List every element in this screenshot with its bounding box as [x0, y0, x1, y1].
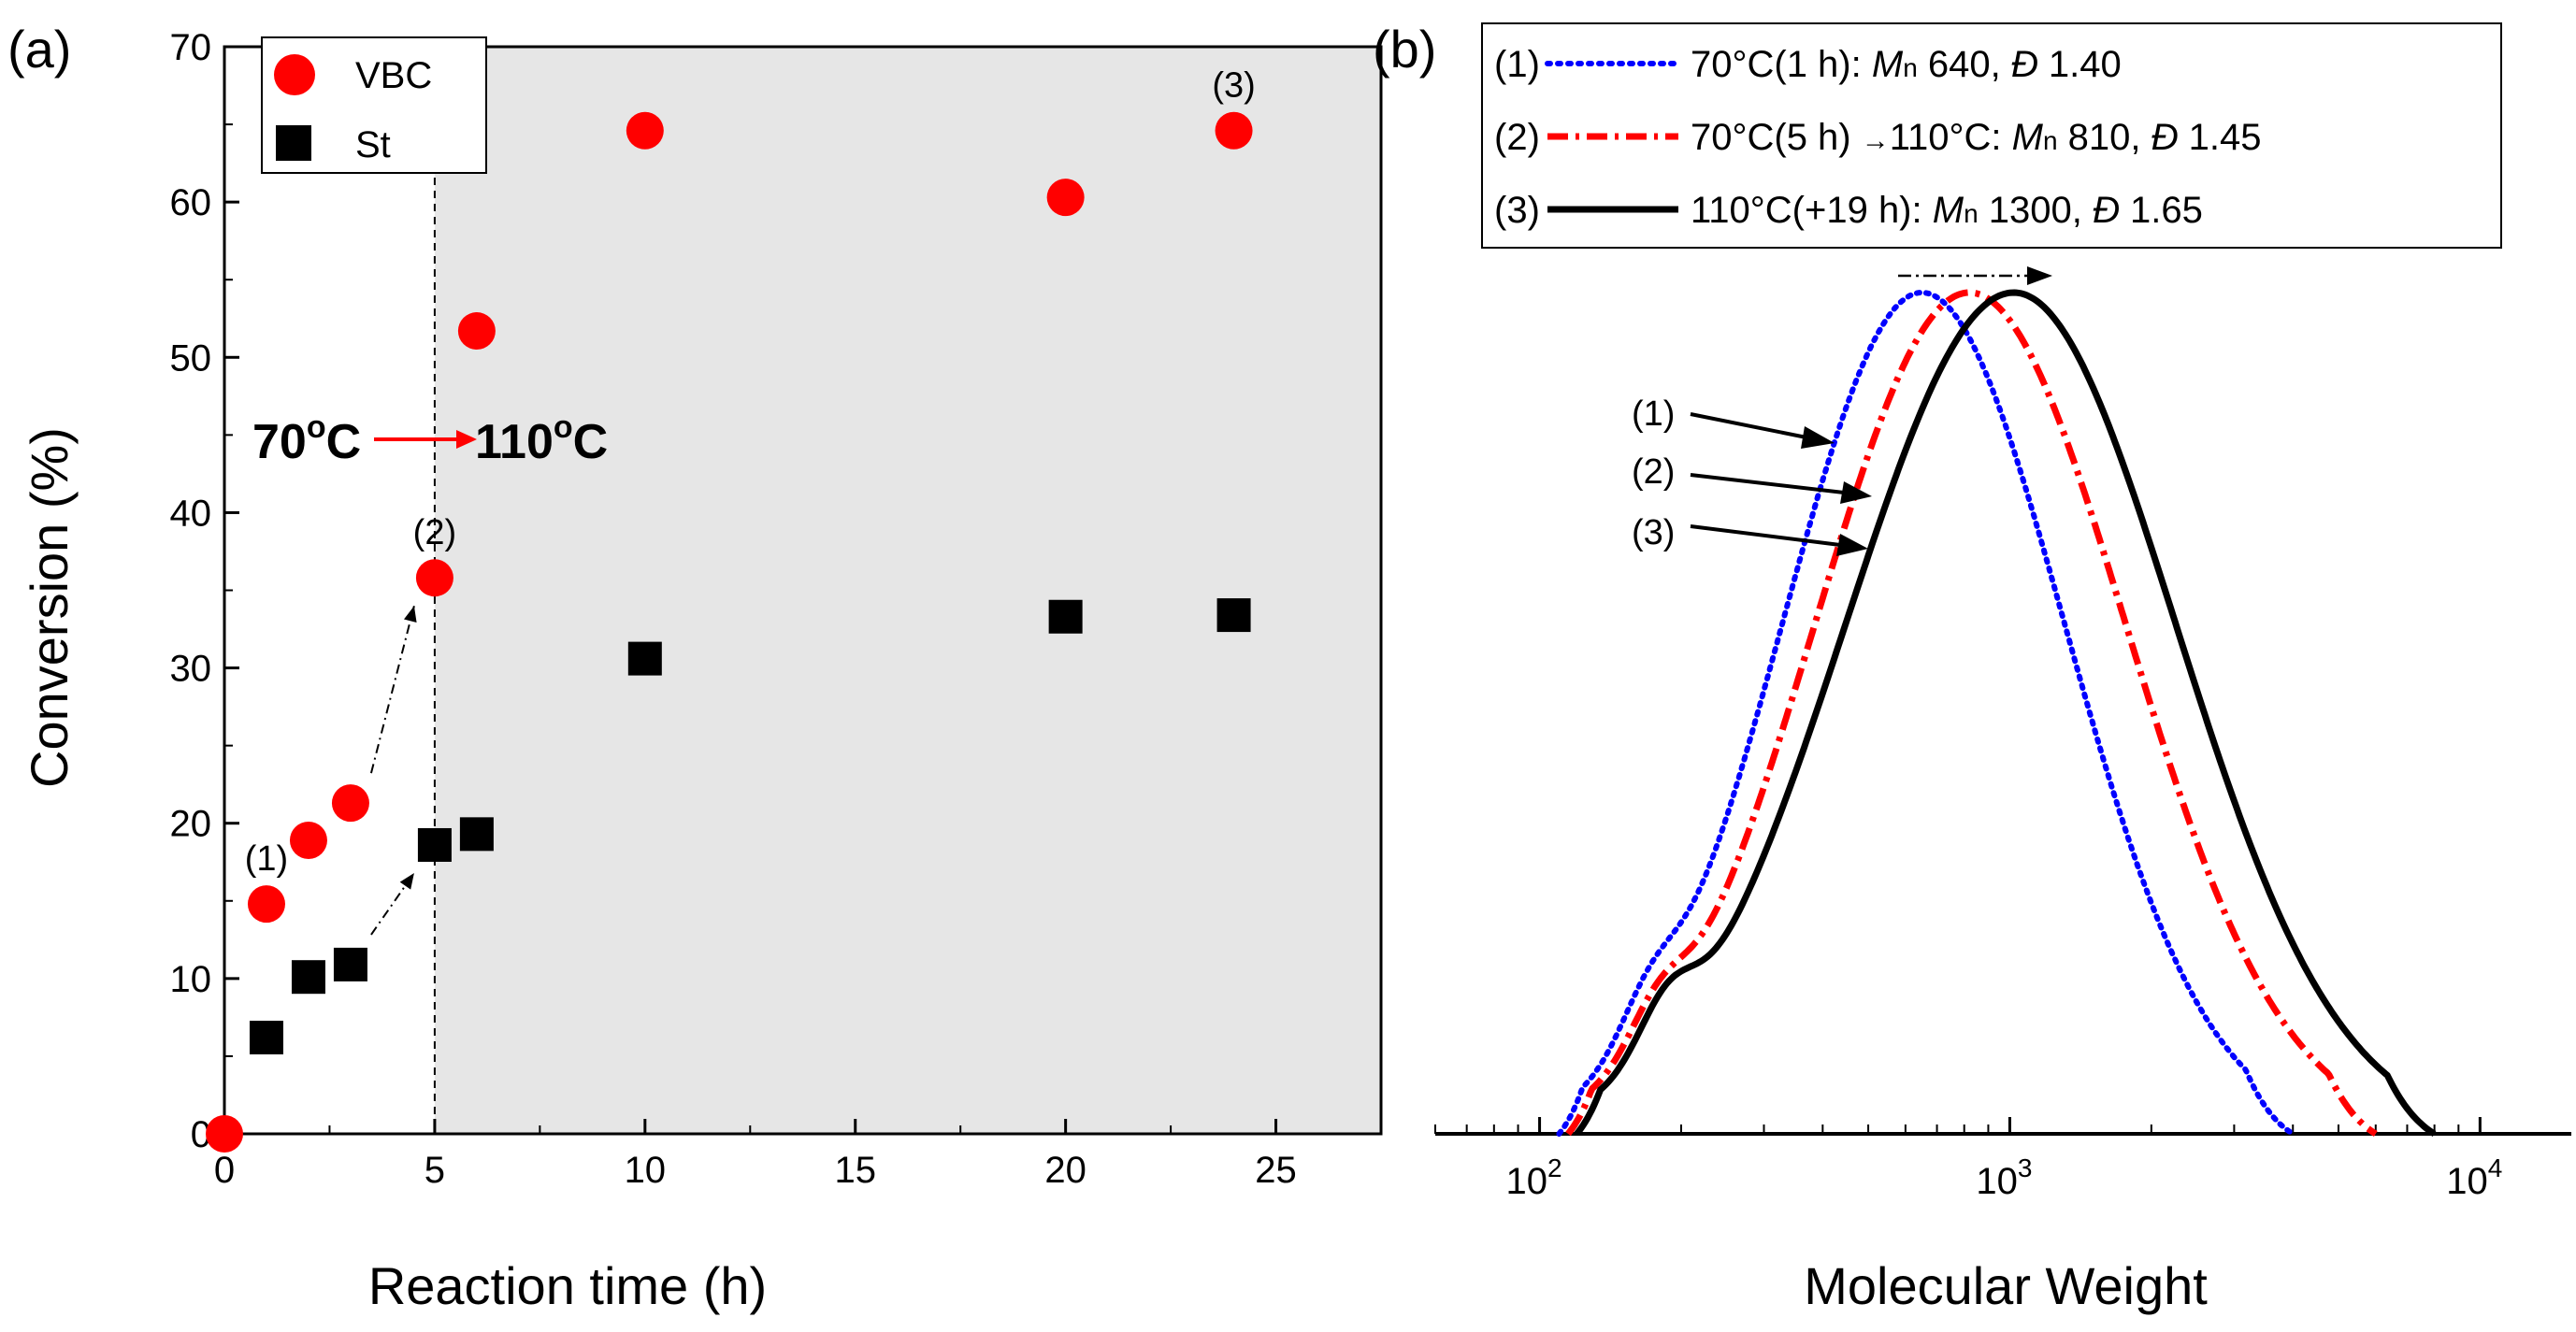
- peak-shift-arrow: [1898, 266, 2052, 285]
- point-vbc: [457, 312, 496, 351]
- x-tick-label-b-0: 102: [1506, 1153, 1562, 1202]
- point-st: [417, 827, 452, 862]
- guide-arrows-a: [369, 605, 417, 936]
- shaded-region-110c: [434, 47, 1382, 1134]
- point-annotation-3: (3): [1212, 66, 1255, 106]
- point-annotation-2: (2): [413, 513, 456, 552]
- data-points-a: [206, 111, 1253, 1153]
- pointer-label-2: (2): [1632, 452, 1675, 492]
- temp-to-label: 110oC: [475, 409, 608, 469]
- mwd-curve-3: [1574, 289, 2437, 1137]
- point-vbc: [247, 885, 285, 924]
- point-vbc: [626, 111, 664, 150]
- legend-label-vbc: VBC: [355, 55, 432, 96]
- mwd-curve-1: [1556, 290, 2296, 1137]
- guide-arrow-vbc-head: [403, 606, 417, 623]
- panel-label-b: (b): [1373, 20, 1436, 79]
- pointer-label-3: (3): [1632, 513, 1675, 552]
- point-st: [459, 817, 494, 852]
- pointer-line-1: [1690, 412, 1807, 439]
- y-tick-label-10: 10: [170, 959, 212, 1000]
- curve-pointers: (1) (2) (3): [1632, 394, 1872, 556]
- legend-text-3: 110°C(+19 h): Mn 1300, Đ 1.65: [1691, 190, 2203, 231]
- peak-shift-head: [2027, 266, 2052, 285]
- legend-text-1: 70°C(1 h): Mn 640, Đ 1.40: [1691, 44, 2122, 85]
- pointer-label-1: (1): [1632, 394, 1675, 434]
- legend-marker-st: [276, 125, 311, 161]
- panel-label-a: (a): [7, 20, 71, 79]
- legend-marker-vbc: [274, 54, 315, 95]
- point-vbc: [289, 821, 327, 859]
- x-tick-label-25: 25: [1255, 1150, 1297, 1191]
- x-tick-label-15: 15: [834, 1150, 876, 1191]
- y-axis-title-a: Conversion (%): [20, 427, 79, 788]
- point-st: [1048, 599, 1083, 634]
- temp-arrow-head: [456, 430, 477, 449]
- legend-id-1: (1): [1494, 44, 1540, 85]
- point-vbc: [415, 559, 453, 597]
- x-tick-label-10: 10: [625, 1150, 667, 1191]
- guide-arrow-st-head: [399, 872, 414, 890]
- pointer-line-2: [1690, 473, 1845, 494]
- y-tick-label-50: 50: [170, 337, 212, 379]
- y-ticks-a: 0 10 20 30 40 50 60 70: [170, 27, 239, 1155]
- pointer-head-2: [1840, 481, 1872, 504]
- y-tick-label-70: 70: [170, 27, 212, 68]
- point-vbc: [331, 784, 369, 823]
- legend-id-2: (2): [1494, 117, 1540, 158]
- x-ticks-b: 102 103 104: [1434, 1117, 2502, 1202]
- y-tick-label-0: 0: [191, 1114, 211, 1155]
- legend-b: (1) 70°C(1 h): Mn 640, Đ 1.40 (2) 70°C(5…: [1481, 22, 2502, 249]
- point-annotations-a: (1) (2) (3): [245, 66, 1256, 879]
- point-st: [333, 947, 367, 981]
- point-st: [249, 1020, 283, 1054]
- legend-text-2: 70°C(5 h) →110°C: Mn 810, Đ 1.45: [1691, 117, 2261, 158]
- y-tick-label-60: 60: [170, 182, 212, 223]
- point-st: [627, 641, 662, 676]
- y-tick-label-30: 30: [170, 649, 212, 690]
- point-annotation-1: (1): [245, 839, 288, 879]
- pointer-head-1: [1801, 426, 1835, 449]
- panel-b: 102 103 104 (1) (2) (3) (1) 70°C(1 h): Mn …: [1373, 20, 2571, 1315]
- x-tick-label-5: 5: [425, 1150, 445, 1191]
- point-vbc: [206, 1115, 243, 1153]
- x-ticks-a: 0 5 10 15 20 25: [214, 1119, 1297, 1191]
- temp-from-label: 70oC: [252, 409, 361, 469]
- mwd-curves: [1556, 289, 2437, 1137]
- x-tick-label-b-2: 104: [2446, 1153, 2502, 1202]
- point-vbc: [1046, 179, 1085, 217]
- temperature-change-label: 70oC 110oC: [252, 409, 608, 469]
- legend-label-st: St: [355, 124, 391, 165]
- guide-arrow-vbc-line: [369, 605, 415, 774]
- mwd-curve-2: [1565, 289, 2378, 1137]
- x-tick-label-b-1: 103: [1976, 1153, 2032, 1202]
- point-st: [291, 960, 325, 995]
- x-tick-label-0: 0: [214, 1150, 235, 1191]
- point-st: [1216, 598, 1251, 633]
- pointer-line-3: [1690, 524, 1841, 547]
- x-tick-label-20: 20: [1044, 1150, 1087, 1191]
- legend-a: VBC St: [261, 36, 487, 174]
- x-axis-title-b: Molecular Weight: [1804, 1256, 2208, 1315]
- y-tick-label-40: 40: [170, 493, 212, 534]
- panel-a: 0 5 10 15 20 25 0 10 20 30 40 50 60 70 (1) (2) (3) VBC…: [7, 20, 1383, 1315]
- x-axis-title-a: Reaction time (h): [368, 1256, 767, 1315]
- y-tick-label-20: 20: [170, 804, 212, 845]
- point-vbc: [1215, 111, 1253, 150]
- legend-id-3: (3): [1494, 190, 1540, 231]
- pointer-head-3: [1836, 534, 1868, 556]
